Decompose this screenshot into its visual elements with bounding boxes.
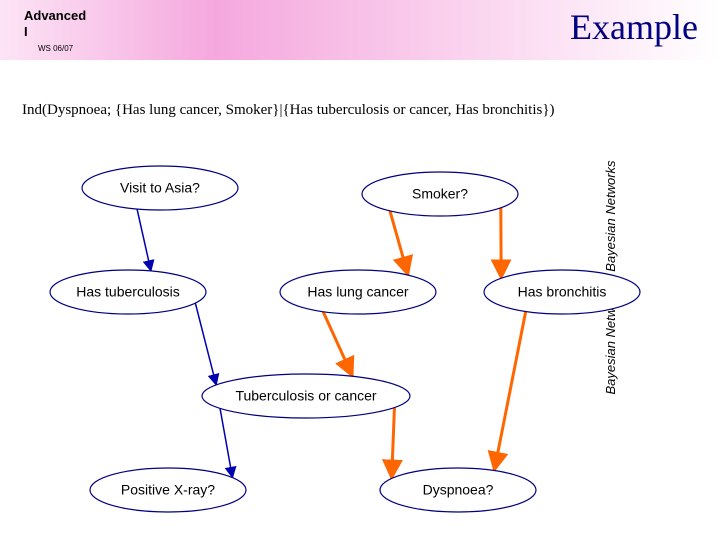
independence-formula: Ind(Dyspnoea; {Has lung cancer, Smoker}|… bbox=[22, 102, 555, 119]
node-label: Has lung cancer bbox=[307, 284, 409, 300]
edge-tbc-dysp bbox=[392, 408, 395, 479]
edge-asia-tb bbox=[137, 209, 151, 271]
node-label: Has tuberculosis bbox=[76, 284, 180, 300]
bayes-network-diagram: Visit to Asia? Smoker? Has tuberculosis Has… bbox=[0, 140, 700, 540]
semester-label: WS 06/07 bbox=[38, 44, 73, 53]
edges-group bbox=[137, 208, 526, 479]
course-label: Advanced I WS 06/07 bbox=[24, 8, 86, 55]
edge-smoker-lung bbox=[390, 211, 408, 275]
edge-tbc-xray bbox=[220, 408, 232, 477]
node-tbc: Tuberculosis or cancer bbox=[202, 374, 410, 418]
node-label: Positive X-ray? bbox=[121, 482, 215, 498]
node-xray: Positive X-ray? bbox=[90, 468, 246, 512]
slide-header: Advanced I WS 06/07 Example bbox=[0, 0, 720, 60]
node-lung: Has lung cancer bbox=[280, 270, 436, 314]
node-bronch: Has bronchitis bbox=[484, 270, 640, 314]
node-tb: Has tuberculosis bbox=[50, 270, 206, 314]
node-label: Has bronchitis bbox=[518, 284, 607, 300]
node-label: Smoker? bbox=[412, 186, 468, 202]
course-line1: Advanced bbox=[24, 8, 86, 23]
node-label: Dyspnoea? bbox=[423, 482, 494, 498]
node-smoker: Smoker? bbox=[362, 172, 518, 216]
edge-bronch-dysp bbox=[494, 311, 525, 470]
node-asia: Visit to Asia? bbox=[82, 166, 238, 210]
node-dysp: Dyspnoea? bbox=[380, 468, 536, 512]
course-line2: I bbox=[24, 24, 86, 40]
edge-lung-tbc bbox=[323, 312, 352, 377]
page-title: Example bbox=[570, 6, 698, 48]
node-label: Visit to Asia? bbox=[120, 180, 200, 196]
edge-tb-tbc bbox=[195, 303, 216, 385]
node-label: Tuberculosis or cancer bbox=[235, 388, 376, 404]
